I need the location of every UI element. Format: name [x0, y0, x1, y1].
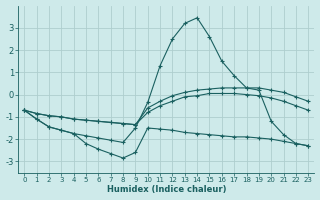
- X-axis label: Humidex (Indice chaleur): Humidex (Indice chaleur): [107, 185, 226, 194]
